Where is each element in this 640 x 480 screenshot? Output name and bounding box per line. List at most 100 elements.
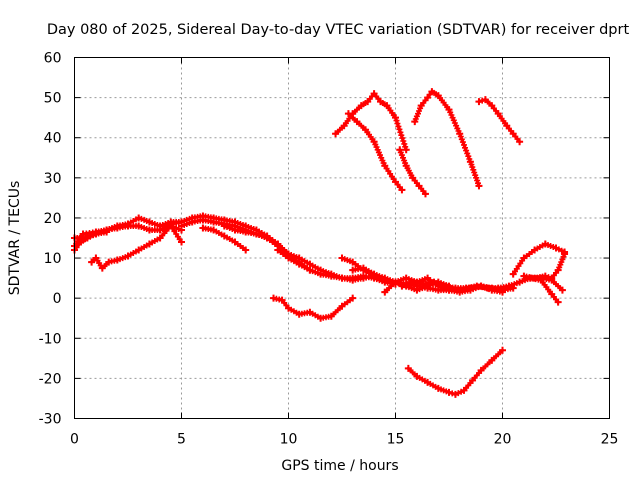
data-point [424,94,432,102]
data-point [488,356,496,364]
data-point [156,234,164,242]
series-trace-23 [404,346,506,398]
data-point [417,102,425,110]
series-trace-8 [220,222,378,284]
data-point [509,270,517,278]
data-point [398,282,406,290]
data-point [357,102,365,110]
data-point [411,118,419,126]
x-tick-label: 0 [70,432,79,448]
data-point [460,386,468,394]
series-markers [405,347,506,398]
data-point [199,216,207,224]
data-point [263,234,271,242]
grid [74,57,610,419]
data-point [481,96,489,104]
data-point [526,274,534,282]
chart-title: Day 080 of 2025, Sidereal Day-to-day VTE… [47,22,630,38]
ticks: -30 -20 -10 0 10 20 30 40 50 60 0 5 10 15 20 25 [39,51,619,448]
data-point [552,244,560,252]
data-point [430,278,438,286]
data-point [317,314,325,322]
y-tick-label: 20 [44,211,62,227]
data-point [98,264,106,272]
y-tick-label: 0 [53,291,62,307]
x-tick-label: 20 [494,432,512,448]
data-point [494,110,502,118]
series-markers [411,88,482,189]
data-point [503,122,511,130]
data-point [456,130,464,138]
series-layer [71,88,569,398]
data-point [338,302,346,310]
data-point [167,220,175,228]
data-point [520,272,528,280]
data-point [434,384,442,392]
data-point [516,278,524,286]
data-point [413,286,421,294]
data-point [124,222,132,230]
data-point [145,218,153,226]
series-line [334,91,408,152]
data-point [340,122,348,130]
data-point [424,378,432,386]
data-point [332,130,340,138]
data-point [353,118,361,126]
data-point [548,290,556,298]
series-trace-15 [509,240,569,278]
plot-frame [74,57,610,419]
data-point [349,258,357,266]
data-point [338,254,346,262]
data-point [404,364,412,372]
data-point [295,260,303,268]
data-point [469,376,477,384]
data-point [92,230,100,238]
data-point [199,224,207,232]
data-point [409,174,417,182]
data-point [415,182,423,190]
data-point [383,102,391,110]
y-tick-label: 10 [44,251,62,267]
data-point [541,240,549,248]
series-trace-1 [71,214,185,250]
data-point [220,232,228,240]
data-point [327,312,335,320]
data-point [359,272,367,280]
data-point [103,228,111,236]
data-point [402,274,410,282]
data-point [77,238,85,246]
data-point [396,146,404,154]
series-line [406,348,505,396]
data-point [475,182,483,190]
data-point [377,98,385,106]
data-point [210,226,218,234]
series-trace-10 [270,294,357,322]
data-point [413,372,421,380]
data-point [520,254,528,262]
data-point [554,266,562,274]
data-point [210,218,218,226]
data-point [178,222,185,230]
data-point [327,272,335,280]
data-point [285,254,292,262]
data-point [477,366,485,374]
data-point [285,304,292,312]
data-point [381,288,389,296]
data-point [516,138,524,146]
y-tick-label: -10 [39,331,62,347]
data-point [499,288,506,296]
data-point [398,186,406,194]
series-trace-22 [475,96,524,146]
x-axis-label: GPS time / hours [281,458,398,474]
data-point [554,298,562,306]
data-point [306,260,314,268]
y-axis-label: SDTVAR / TECUs [7,181,23,296]
data-point [473,282,481,290]
data-point [392,178,399,186]
data-point [349,294,357,302]
data-point [424,274,432,282]
data-point [295,254,303,262]
data-point [548,274,556,282]
data-point [338,274,346,282]
